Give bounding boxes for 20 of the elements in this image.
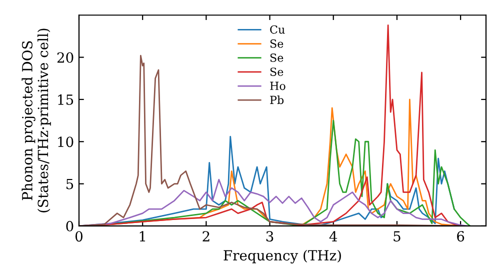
legend-label: Cu (270, 25, 285, 34)
legend-label: Ho (270, 82, 286, 90)
x-axis-title: Frequency (THz) (224, 250, 341, 264)
y-tick-label: 20 (57, 52, 74, 63)
x-tick-label: 1 (140, 231, 146, 242)
x-tick-label: 0 (75, 231, 82, 242)
y-tick-label: 5 (66, 178, 74, 190)
x-tick-label: 3 (266, 231, 274, 242)
y-axis-title: Phonon projected DOS (States/THz·primitive cell) (22, 28, 51, 212)
x-tick-label: 2 (202, 231, 210, 242)
y-tick-label: 15 (58, 94, 74, 105)
legend-label: Se (270, 68, 284, 76)
y-tick-label: 10 (58, 136, 74, 148)
legend-label: Pb (270, 96, 284, 104)
y-tick-label: 0 (66, 220, 74, 232)
x-tick-label: 6 (457, 231, 464, 242)
legend-label: Se (270, 39, 284, 48)
x-tick-label: 5 (394, 231, 400, 242)
x-tick-label: 4 (329, 231, 338, 242)
legend-label: Se (270, 53, 284, 62)
